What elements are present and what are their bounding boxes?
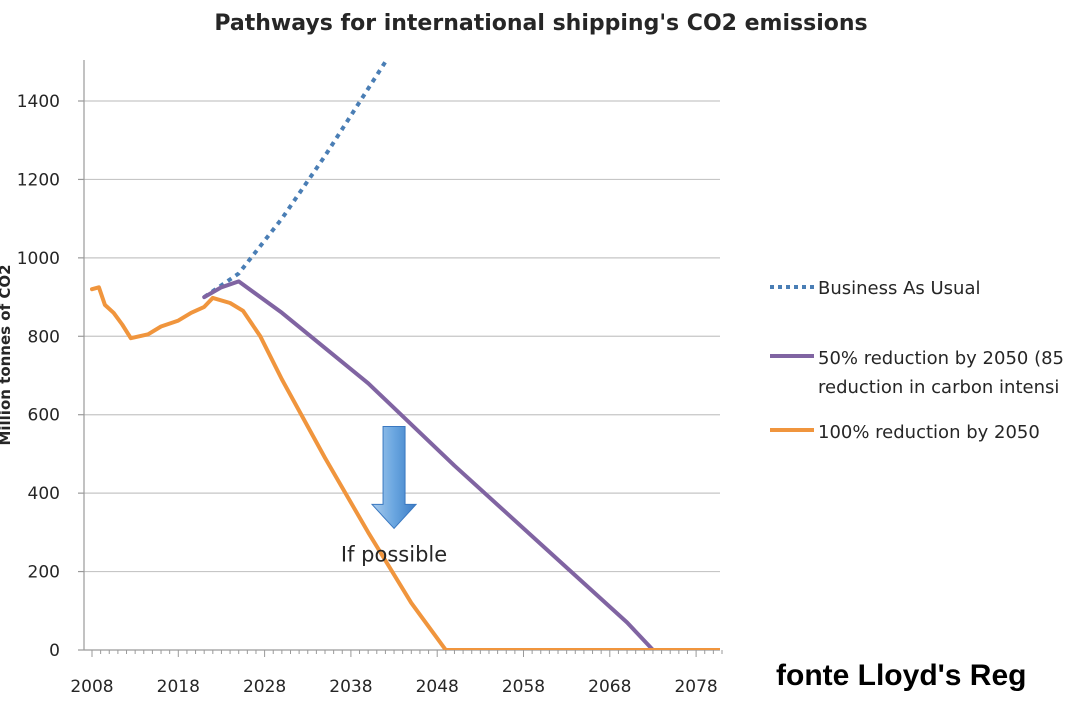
- series: [90, 60, 720, 650]
- x-tick-label: 2038: [329, 677, 372, 697]
- legend: Business As Usual 50% reduction by 2050 …: [770, 278, 1064, 443]
- x-tick-label: 2018: [157, 677, 200, 697]
- legend-label-bau: Business As Usual: [818, 278, 981, 299]
- x-tick-label: 2068: [588, 677, 631, 697]
- source-credit: fonte Lloyd's Reg: [776, 659, 1026, 692]
- y-tick-label: 800: [28, 327, 60, 347]
- y-tick-label: 1000: [17, 249, 60, 269]
- series-50pct-line: [202, 279, 720, 650]
- y-tick-label: 400: [28, 484, 60, 504]
- annotation-label: If possible: [341, 542, 447, 566]
- y-tick-label: 1400: [17, 92, 60, 112]
- annotation: If possible: [341, 425, 447, 566]
- chart-title: Pathways for international shipping's CO…: [214, 11, 867, 36]
- legend-label-50-line1: 50% reduction by 2050 (85: [818, 348, 1064, 369]
- legend-label-50-line2: reduction in carbon intensi: [818, 377, 1059, 398]
- x-tick-label: 2078: [674, 677, 717, 697]
- x-tick-label: 2048: [416, 677, 459, 697]
- x-tick-label: 2058: [502, 677, 545, 697]
- down-arrow-icon: [370, 425, 418, 530]
- x-tick-label: 2008: [70, 677, 113, 697]
- y-axis-ticks: 0 200 400 600 800 1000 1200 1400: [17, 92, 84, 661]
- series-100pct-line: [90, 285, 720, 650]
- y-axis-label: Million tonnes of CO2: [0, 264, 14, 445]
- y-tick-label: 0: [49, 641, 60, 661]
- y-tick-label: 1200: [17, 170, 60, 190]
- y-tick-label: 200: [28, 563, 60, 583]
- y-tick-label: 600: [28, 406, 60, 426]
- x-tick-label: 2028: [243, 677, 286, 697]
- x-axis-ticks: 2008 2018 2028 2038 2048 2058 2068 2078: [70, 650, 723, 697]
- legend-label-100: 100% reduction by 2050: [818, 422, 1040, 443]
